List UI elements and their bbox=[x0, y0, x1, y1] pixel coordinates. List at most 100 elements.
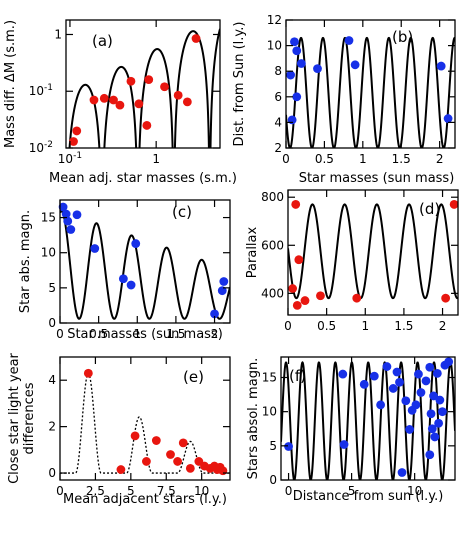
plot-frame bbox=[287, 189, 459, 316]
y-tick-label: 2 bbox=[48, 420, 56, 434]
panel-f: 0 5 10 0 5 10 15 (f) Distance from sun (l.y.) Sta… bbox=[246, 356, 456, 504]
data-point bbox=[359, 379, 369, 389]
data-point bbox=[284, 442, 293, 451]
data-point bbox=[160, 82, 169, 92]
data-point bbox=[300, 296, 310, 305]
x-tick-label: 5 bbox=[127, 484, 135, 498]
data-point bbox=[126, 76, 136, 86]
panel-a: 10-1 1 10-2 10-1 1 (a) Mean adj. star masses (… bbox=[3, 19, 237, 186]
y-tick-label: 5 bbox=[269, 439, 277, 453]
data-point bbox=[118, 274, 128, 284]
data-point bbox=[83, 368, 93, 378]
data-point bbox=[296, 59, 306, 68]
data-point bbox=[126, 280, 136, 290]
x-tick-label: 1.5 bbox=[166, 327, 185, 341]
data-point bbox=[142, 121, 152, 130]
data-point bbox=[437, 407, 447, 417]
panel-e: 0 2.5 5 7.5 10 0 2 4 (e) Mean adjacent stars (l.y… bbox=[7, 352, 231, 507]
data-point bbox=[58, 202, 68, 212]
data-point bbox=[344, 36, 354, 45]
y-tick-label: 5 bbox=[48, 281, 56, 295]
data-point bbox=[182, 97, 192, 107]
data-point bbox=[436, 61, 446, 71]
data-point bbox=[63, 216, 73, 226]
y-tick-label: 0 bbox=[48, 466, 56, 480]
data-point bbox=[352, 293, 362, 303]
y-tick-label: 10-2 bbox=[29, 140, 53, 155]
x-tick-label: 7.5 bbox=[157, 484, 176, 498]
y-tick-label: 6 bbox=[274, 90, 282, 104]
x-axis-label: Mean adj. star masses (s.m.) bbox=[49, 171, 237, 186]
data-point bbox=[429, 391, 438, 401]
x-tick-label: 5 bbox=[348, 484, 356, 498]
x-tick-label: 1 bbox=[359, 152, 367, 166]
y-tick-label: 4 bbox=[48, 373, 56, 387]
x-tick-label: 0.5 bbox=[317, 319, 336, 333]
x-tick-label: 2.5 bbox=[86, 484, 105, 498]
data-point bbox=[416, 388, 426, 397]
data-point bbox=[290, 37, 299, 47]
panel-b: 0 0.5 1 1.5 2 2 4 6 8 10 12 (b) Star masses (sun mas… bbox=[232, 13, 456, 186]
y-axis-label: Star abs. magn. bbox=[18, 210, 33, 313]
plot-frame bbox=[59, 199, 231, 324]
data-point bbox=[411, 400, 421, 410]
data-point bbox=[449, 200, 459, 209]
x-tick-label: 2 bbox=[211, 327, 219, 341]
data-point bbox=[90, 244, 100, 253]
panel-tag: (a) bbox=[92, 32, 113, 50]
data-point bbox=[151, 436, 161, 445]
plot-frame bbox=[59, 356, 231, 481]
data-point bbox=[166, 450, 175, 459]
y-tick-label: 8 bbox=[274, 64, 282, 78]
data-point bbox=[425, 450, 435, 460]
panel-tag: (c) bbox=[172, 203, 192, 221]
data-point bbox=[288, 284, 298, 293]
theory-curve bbox=[68, 28, 220, 148]
x-tick-label: 0 bbox=[284, 319, 292, 333]
data-point bbox=[444, 357, 454, 367]
data-point bbox=[430, 432, 440, 442]
y-tick-label: 12 bbox=[267, 13, 282, 27]
data-point bbox=[218, 466, 228, 476]
data-point bbox=[392, 367, 402, 377]
data-point bbox=[426, 409, 436, 419]
data-point bbox=[397, 468, 407, 477]
data-point bbox=[191, 34, 201, 43]
data-point bbox=[286, 70, 296, 80]
y-tick-label: 600 bbox=[261, 238, 284, 252]
theory-curve bbox=[286, 36, 455, 148]
x-tick-label: 10 bbox=[194, 484, 209, 498]
y-tick-label: 400 bbox=[261, 286, 284, 300]
data-point bbox=[316, 291, 325, 301]
data-point bbox=[427, 424, 437, 434]
data-point bbox=[131, 239, 141, 248]
data-point bbox=[61, 209, 71, 219]
data-point bbox=[441, 293, 451, 303]
y-tick-label: 0 bbox=[269, 473, 277, 487]
data-point bbox=[144, 75, 154, 85]
data-point bbox=[109, 95, 118, 105]
y-tick-label: 15 bbox=[41, 211, 56, 225]
x-tick-label: 1.5 bbox=[394, 319, 413, 333]
data-point bbox=[89, 95, 99, 105]
y-tick-label: 15 bbox=[262, 371, 277, 385]
y-axis-label: differences bbox=[22, 382, 37, 454]
data-point bbox=[173, 90, 183, 100]
panel-tag: (f) bbox=[289, 367, 306, 385]
data-point bbox=[338, 369, 348, 379]
x-tick-label: 2 bbox=[436, 152, 444, 166]
y-axis-label: Mass diff. ΔM (s.m.) bbox=[3, 20, 18, 148]
theory-curve bbox=[60, 210, 230, 320]
panel-tag: (d) bbox=[419, 200, 440, 218]
data-point bbox=[376, 400, 386, 410]
data-point bbox=[350, 60, 360, 70]
y-tick-label: 10 bbox=[262, 405, 277, 419]
y-tick-label: 10 bbox=[267, 39, 282, 53]
data-point bbox=[443, 114, 453, 123]
x-axis-label: Star masses (sun mass) bbox=[299, 171, 455, 186]
panel-tag: (b) bbox=[392, 28, 413, 46]
y-tick-label: 2 bbox=[274, 141, 282, 155]
data-point bbox=[401, 396, 411, 406]
data-point bbox=[291, 200, 301, 209]
